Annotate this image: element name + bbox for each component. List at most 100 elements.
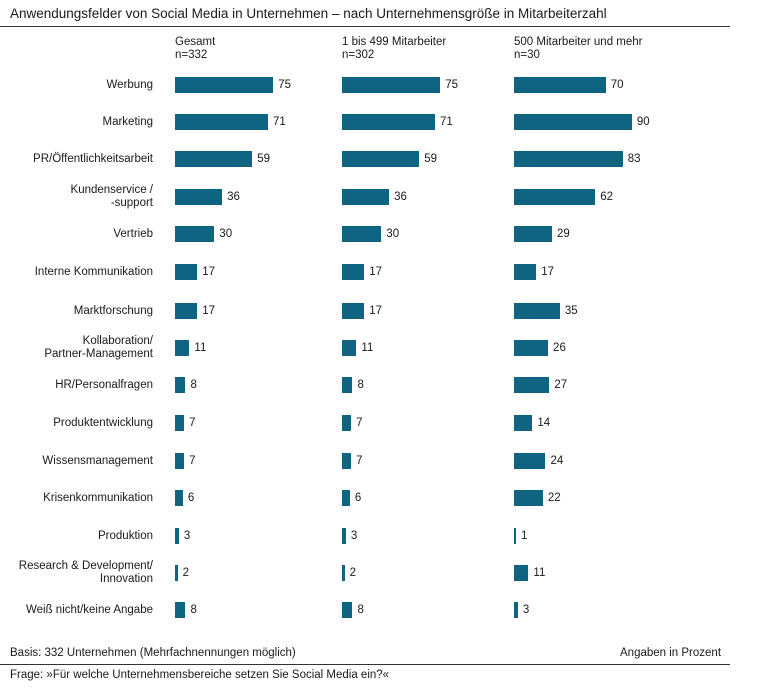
value-label: 7 — [356, 417, 363, 429]
value-label: 62 — [600, 191, 614, 203]
bar — [342, 528, 346, 544]
category-label-line: Produktentwicklung — [53, 416, 153, 429]
bar — [514, 77, 606, 93]
value-label: 6 — [187, 492, 195, 504]
value-label: 11 — [194, 342, 207, 354]
bar — [342, 114, 435, 130]
category-label: Marketing — [103, 116, 154, 129]
bar — [175, 114, 268, 130]
title-divider — [0, 26, 730, 27]
bar — [342, 377, 353, 393]
category-label: Kollaboration/Partner-Management — [44, 335, 153, 361]
category-label: Research & Development/Innovation — [19, 560, 153, 586]
value-label: 1 — [521, 530, 528, 542]
value-label: 83 — [627, 153, 641, 165]
value-label: 29 — [556, 228, 570, 240]
bar — [514, 226, 552, 242]
series-n: n=30 — [514, 49, 540, 61]
value-label: 17 — [202, 305, 216, 317]
category-label: Werbung — [107, 79, 153, 92]
value-label: 59 — [257, 153, 271, 165]
bar — [514, 602, 518, 618]
bar — [342, 565, 345, 581]
value-label: 75 — [278, 79, 292, 91]
value-label: 22 — [547, 492, 561, 504]
series-name: 500 Mitarbeiter und mehr — [514, 36, 643, 48]
value-label: 70 — [610, 79, 624, 91]
value-label: 14 — [537, 417, 551, 429]
bar — [175, 490, 183, 506]
basis-note: Basis: 332 Unternehmen (Mehrfachnennunge… — [10, 647, 296, 659]
category-label: Kundenservice / -support — [71, 184, 153, 210]
series-n: n=332 — [175, 49, 208, 61]
value-label: 90 — [636, 116, 650, 128]
bar — [175, 340, 190, 356]
bar — [514, 189, 596, 205]
series-header: Gesamt n=332 — [175, 36, 215, 62]
bar — [175, 77, 274, 93]
value-label: 35 — [564, 305, 578, 317]
bar — [342, 151, 420, 167]
value-label: 8 — [357, 379, 364, 391]
bar — [514, 565, 529, 581]
value-label: 2 — [182, 567, 190, 579]
bar — [342, 226, 382, 242]
category-label: Weiß nicht/keine Angabe — [26, 604, 153, 617]
category-label-line: Krisenkommunikation — [43, 491, 153, 504]
bar — [175, 528, 179, 544]
category-label-line: Produktion — [98, 529, 153, 542]
value-label: 8 — [357, 604, 364, 616]
series-n: n=302 — [342, 49, 375, 61]
bar — [514, 114, 632, 130]
value-label: 11 — [533, 567, 546, 579]
category-label-line: PR/Öffentlichkeitsarbeit — [33, 152, 153, 165]
value-label: 17 — [369, 266, 383, 278]
category-label-line: HR/Personalfragen — [55, 378, 153, 391]
bar — [175, 151, 253, 167]
bar — [175, 377, 186, 393]
bar — [175, 565, 178, 581]
bar — [342, 340, 357, 356]
value-label: 11 — [361, 342, 374, 354]
bar — [514, 490, 543, 506]
bar — [514, 264, 537, 280]
bar — [514, 415, 533, 431]
category-label-line: Weiß nicht/keine Angabe — [25, 603, 153, 616]
category-label-line: Kollaboration/ — [82, 335, 153, 347]
category-label: Vertrieb — [113, 228, 153, 241]
value-label: 27 — [554, 379, 568, 391]
value-label: 2 — [349, 567, 357, 579]
category-label-line: Interne Kommunikation — [34, 265, 153, 278]
value-label: 36 — [227, 191, 240, 203]
series-name: 1 bis 499 Mitarbeiter — [342, 36, 447, 48]
category-label: HR/Personalfragen — [55, 379, 153, 392]
category-label-line: Vertrieb — [113, 227, 153, 240]
value-label: 7 — [356, 455, 363, 467]
bar — [175, 226, 215, 242]
bar — [514, 303, 560, 319]
value-label: 71 — [440, 116, 453, 128]
category-label-line: Marketing — [102, 115, 154, 128]
bar — [175, 264, 198, 280]
category-label-line: Innovation — [99, 573, 153, 585]
value-label: 24 — [550, 455, 564, 467]
value-label: 17 — [541, 266, 555, 278]
category-label: Produktion — [98, 530, 153, 543]
value-label: 3 — [183, 530, 191, 542]
bar — [342, 264, 365, 280]
bar — [514, 377, 550, 393]
value-label: 8 — [190, 379, 197, 391]
series-header: 1 bis 499 Mitarbeiter n=302 — [342, 36, 446, 62]
category-label-line: Research & Development/ — [18, 560, 153, 572]
value-label: 7 — [189, 455, 196, 467]
bar — [175, 303, 198, 319]
bar — [342, 415, 352, 431]
category-label-line: Marktforschung — [73, 304, 153, 317]
value-label: 71 — [273, 116, 286, 128]
bar — [514, 453, 546, 469]
value-label: 26 — [553, 342, 566, 354]
bar — [175, 415, 185, 431]
category-label: Wissensmanagement — [42, 455, 153, 468]
units-note: Angaben in Prozent — [620, 647, 722, 659]
value-label: 3 — [522, 604, 530, 616]
